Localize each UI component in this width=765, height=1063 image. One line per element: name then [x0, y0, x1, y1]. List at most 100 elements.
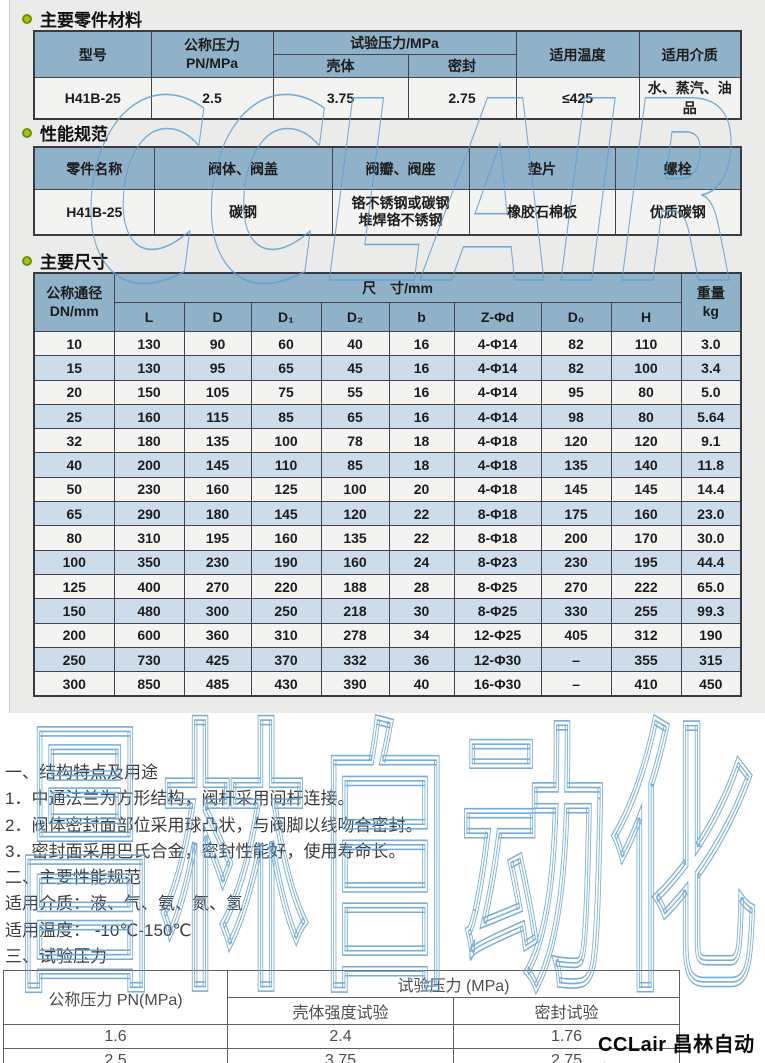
- table-cell: 4-Φ14: [453, 379, 542, 405]
- table-cell: 195: [610, 549, 682, 575]
- table-cell: 40: [320, 330, 390, 357]
- table-row: 100 350 230 190 160 24 8-Φ23 230 195 44.4: [33, 549, 742, 575]
- table-cell: 160: [610, 501, 682, 527]
- table-cell: 730: [113, 646, 185, 673]
- bolt-value: 优质碳钢: [614, 189, 742, 236]
- col-header-test-pressure: 试验压力/MPa: [272, 30, 517, 55]
- table-cell: 200: [540, 525, 612, 551]
- table-cell: 350: [113, 549, 185, 575]
- part-model-value: H41B-25: [33, 189, 155, 236]
- table-cell: 95: [540, 379, 612, 405]
- note-line: 一、结构特点及用途: [5, 763, 158, 782]
- table-cell: 180: [113, 428, 185, 454]
- table-cell: 95: [183, 355, 252, 381]
- section-title-dimensions: 主要尺寸: [22, 248, 108, 273]
- table-cell: 2.5: [3, 1048, 228, 1063]
- table-cell: 10: [33, 330, 115, 357]
- section-title-materials: 主要零件材料: [22, 6, 142, 31]
- col-header-seal: 密封: [407, 54, 517, 78]
- note-line: 适用温度： -10℃-150℃: [5, 920, 192, 940]
- table-cell: 485: [183, 671, 252, 697]
- table-cell: 400: [113, 573, 185, 600]
- table-cell: 25: [33, 403, 115, 430]
- table-cell: 120: [320, 501, 390, 527]
- materials-row: H41B-25 2.5 3.75 2.75 ≤425 水、蒸汽、油品: [33, 77, 742, 120]
- table-cell: 230: [183, 549, 252, 575]
- table-cell: 315: [680, 646, 742, 673]
- table-cell: 98: [540, 403, 612, 430]
- table-cell: 5.0: [680, 379, 742, 405]
- table-cell: 480: [113, 598, 185, 624]
- table-cell: –: [540, 671, 612, 697]
- table-row: 15 130 95 65 45 16 4-Φ14 82 100 3.4: [33, 355, 742, 381]
- table-cell: 16-Φ30: [453, 671, 542, 697]
- dimension-col-header: D₂: [320, 302, 390, 332]
- table-cell: 160: [183, 476, 252, 503]
- table-row: 150 480 300 250 218 30 8-Φ25 330 255 99.3: [33, 598, 742, 624]
- dimension-col-header: D₁: [250, 302, 322, 332]
- table-cell: 16: [388, 379, 455, 405]
- brand-footer: CCLair 昌林自动化: [598, 1034, 755, 1056]
- table-cell: 222: [610, 573, 682, 600]
- table-cell: 190: [680, 622, 742, 648]
- table-cell: 18: [388, 428, 455, 454]
- table-cell: 270: [183, 573, 252, 600]
- dimensions-table-body: 10 130 90 60 40 16 4-Φ14 82 110 3.0 15 130 95 65 45 16 4…: [33, 330, 742, 697]
- dimension-col-header: D₀: [540, 302, 612, 332]
- table-row: 125 400 270 220 188 28 8-Φ25 270 222 65.0: [33, 573, 742, 600]
- table-cell: 30.0: [680, 525, 742, 551]
- table-cell: 1.6: [3, 1024, 228, 1049]
- table-cell: 44.4: [680, 549, 742, 575]
- dimension-subheaders: L D D₁ D₂ b Z-Φd D₀ H: [34, 302, 741, 332]
- table-row: 32 180 135 100 78 18 4-Φ18 120 120 9.1: [33, 428, 742, 454]
- table-row: 10 130 90 60 40 16 4-Φ14 82 110 3.0: [33, 330, 742, 357]
- table-row: 200 600 360 310 278 34 12-Φ25 405 312 190: [33, 622, 742, 648]
- table-cell: 80: [33, 525, 115, 551]
- media-value: 水、蒸汽、油品: [638, 77, 742, 120]
- table-cell: 3.4: [680, 355, 742, 381]
- table-cell: 100: [610, 355, 682, 381]
- table-cell: 40: [388, 671, 455, 697]
- col-header-shell: 壳体: [272, 54, 409, 78]
- table-cell: 110: [250, 452, 322, 478]
- table-cell: 4-Φ14: [453, 403, 542, 430]
- table-cell: 8-Φ25: [453, 573, 542, 600]
- table-cell: 18: [388, 452, 455, 478]
- table-cell: 11.8: [680, 452, 742, 478]
- col-header-dn: 公称通径 DN/mm: [33, 272, 115, 332]
- table-cell: 200: [33, 622, 115, 648]
- green-bullet-icon: [22, 127, 32, 138]
- table-cell: 145: [610, 476, 682, 503]
- table-cell: 100: [250, 428, 322, 454]
- table-row: 50 230 160 125 100 20 4-Φ18 145 145 14.4: [33, 476, 742, 503]
- table-cell: 60: [250, 330, 322, 357]
- dimension-col-header: H: [610, 302, 682, 332]
- table-cell: 34: [388, 622, 455, 648]
- table-cell: 55: [320, 379, 390, 405]
- table-cell: 105: [183, 379, 252, 405]
- table-cell: 99.3: [680, 598, 742, 624]
- table-cell: 65: [33, 501, 115, 527]
- table-cell: 230: [540, 549, 612, 575]
- col-header-pn: 公称压力 PN/MPa: [150, 30, 274, 78]
- table-cell: 14.4: [680, 476, 742, 503]
- table-cell: 90: [183, 330, 252, 357]
- col-header-media: 适用介质: [638, 30, 742, 78]
- materials-table-header: 型号 公称压力 PN/MPa 试验压力/MPa 适用温度 适用介质 壳体 密封: [33, 30, 742, 78]
- note-line: 3．密封面采用巴氏合金，密封性能好，使用寿命长。: [5, 841, 406, 861]
- section-title-text: 主要零件材料: [40, 11, 142, 30]
- section-title-performance: 性能规范: [22, 120, 108, 145]
- table-cell: 125: [33, 573, 115, 600]
- table-cell: 9.1: [680, 428, 742, 454]
- table-cell: 190: [250, 549, 322, 575]
- table-cell: 218: [320, 598, 390, 624]
- table-cell: 390: [320, 671, 390, 697]
- table-cell: 150: [113, 379, 185, 405]
- section-title-text: 性能规范: [40, 125, 108, 144]
- table-cell: 120: [610, 428, 682, 454]
- table-cell: 150: [33, 598, 115, 624]
- table-cell: 370: [250, 646, 322, 673]
- table-cell: 12-Φ25: [453, 622, 542, 648]
- table-cell: 65.0: [680, 573, 742, 600]
- table-row: 20 150 105 75 55 16 4-Φ14 95 80 5.0: [33, 379, 742, 405]
